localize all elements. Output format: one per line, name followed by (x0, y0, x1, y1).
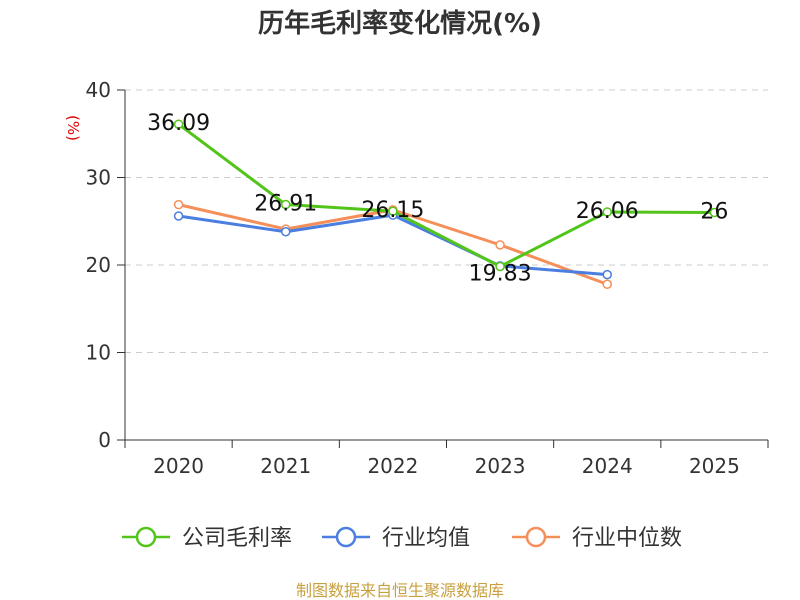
data-labels: 36.09 26.91 26.15 19.83 26.06 26 (147, 111, 728, 286)
data-label: 26.06 (576, 199, 639, 224)
legend-item[interactable]: 行业中位数 (512, 526, 682, 551)
y-tick-label: 40 (86, 78, 111, 102)
legend-item[interactable]: 公司毛利率 (122, 526, 292, 551)
data-point (709, 207, 720, 218)
legend[interactable]: 公司毛利率 行业均值 行业中位数 (122, 526, 682, 551)
data-point (602, 207, 612, 217)
legend-marker (335, 526, 357, 548)
data-point (281, 227, 291, 237)
legend-label: 行业中位数 (572, 526, 682, 551)
data-point (281, 199, 291, 210)
data-label: 19.83 (469, 261, 532, 286)
data-point (173, 211, 184, 221)
source-note: 制图数据来自恒生聚源数据库 (296, 581, 504, 600)
y-tick-label: 20 (86, 253, 111, 277)
x-tick-label: 2021 (260, 454, 311, 478)
data-label: 26.15 (361, 198, 424, 223)
data-label: 26 (700, 200, 728, 225)
y-tick-label: 0 (98, 428, 111, 452)
x-tick-label: 2023 (475, 454, 526, 478)
x-tick-label: 2022 (367, 454, 418, 478)
x-tick-label: 2020 (153, 454, 204, 478)
data-point (602, 269, 612, 280)
x-tick-label: 2024 (582, 454, 633, 478)
legend-item[interactable]: 行业均值 (322, 526, 470, 551)
data-label: 26.91 (254, 192, 317, 217)
legend-label: 公司毛利率 (182, 526, 292, 551)
axes (117, 89, 769, 448)
y-tick-label: 10 (86, 341, 111, 365)
data-point (388, 206, 398, 216)
series-line (177, 123, 715, 268)
chart-title: 历年毛利率变化情况(%) (258, 8, 542, 39)
x-tick-label: 2025 (689, 454, 740, 478)
legend-label: 行业均值 (382, 526, 470, 551)
y-tick-label: 30 (86, 166, 111, 190)
y-axis-unit: (%) (64, 115, 82, 141)
data-point (173, 199, 184, 210)
y-tick-labels: 0 10 20 30 40 (86, 78, 111, 452)
data-label: 36.09 (147, 111, 210, 136)
data-point (602, 279, 612, 289)
data-point (173, 119, 184, 129)
legend-marker (525, 526, 547, 548)
data-point (495, 261, 505, 272)
legend-marker (135, 526, 157, 548)
x-tick-labels: 2020 2021 2022 2023 2024 2025 (153, 454, 740, 478)
grid-lines (125, 89, 768, 353)
series-layer (173, 119, 720, 289)
data-point (495, 240, 505, 250)
